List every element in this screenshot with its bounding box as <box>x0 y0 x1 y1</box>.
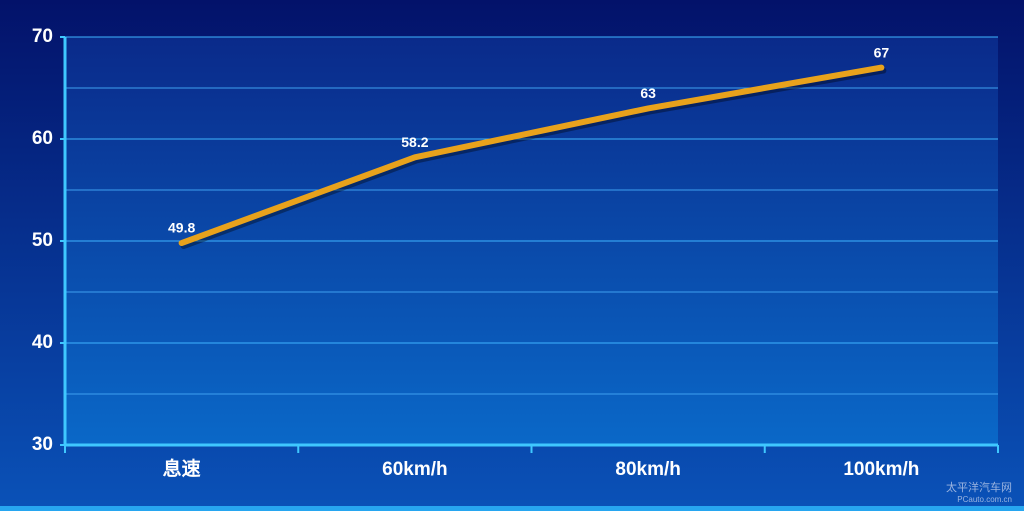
watermark-subtitle: PCauto.com.cn <box>957 495 1012 504</box>
data-label: 63 <box>640 85 656 101</box>
y-tick-label: 50 <box>32 230 53 251</box>
y-tick-label: 60 <box>32 128 53 149</box>
y-tick-label: 70 <box>32 26 53 47</box>
line <box>178 64 885 247</box>
x-tick-label: 息速 <box>163 457 201 480</box>
y-tick-label: 40 <box>32 332 53 353</box>
data-label: 67 <box>874 44 890 60</box>
x-tick-label: 80km/h <box>615 459 680 480</box>
data-label: 58.2 <box>401 134 428 150</box>
watermark-title: 太平洋汽车网 <box>946 480 1012 494</box>
line-shadow <box>180 67 887 250</box>
footer-bar <box>0 506 1024 511</box>
x-tick-label: 60km/h <box>382 459 447 480</box>
x-tick-label: 100km/h <box>843 459 919 480</box>
y-tick-label: 30 <box>32 434 53 455</box>
data-label: 49.8 <box>168 220 195 236</box>
